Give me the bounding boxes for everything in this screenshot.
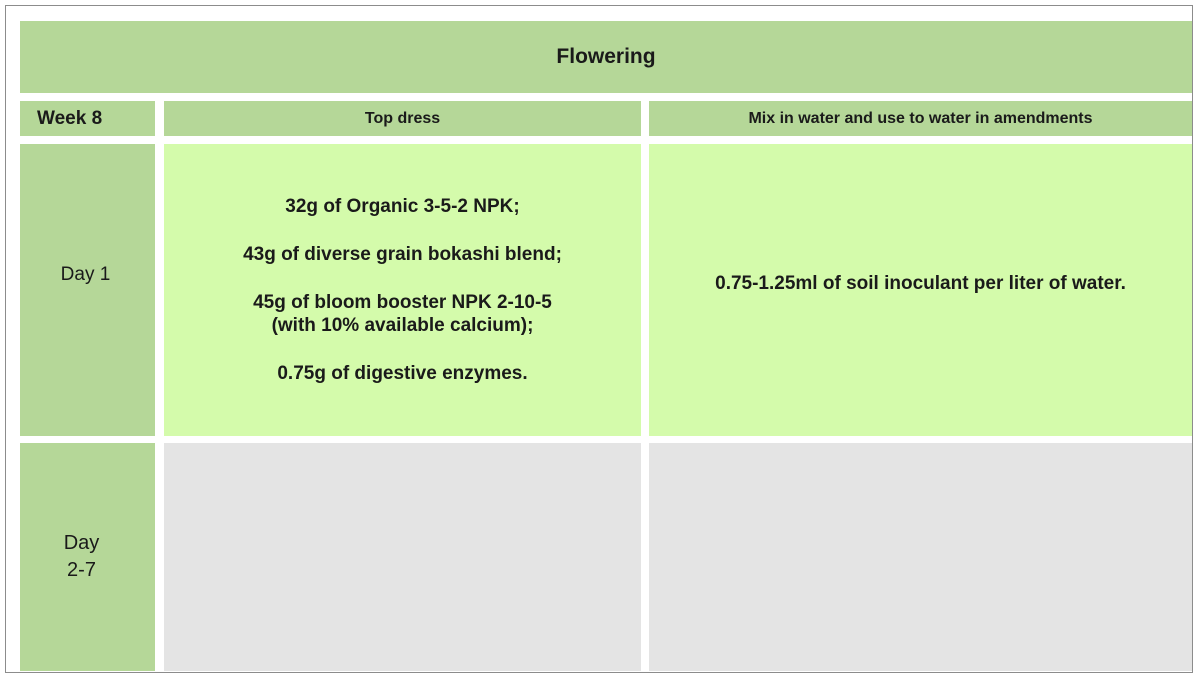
row-label-day-1-text: Day 1 <box>60 264 111 285</box>
top-dress-day-2-7 <box>164 443 641 671</box>
week-label: Week 8 <box>37 107 103 129</box>
mix-water-day-1-text: 0.75-1.25ml of soil inoculant per liter … <box>715 273 1126 294</box>
top-dress-item: 45g of bloom booster NPK 2-10-5 <box>253 292 552 313</box>
row-label-day-2-7: Day 2-7 <box>20 443 155 671</box>
table-title-text: Flowering <box>556 45 656 68</box>
row-label-day-1: Day 1 <box>20 144 155 436</box>
mix-water-day-1: 0.75-1.25ml of soil inoculant per liter … <box>649 144 1192 436</box>
column-header-mix-water: Mix in water and use to water in amendme… <box>649 101 1192 136</box>
column-header-mix-water-text: Mix in water and use to water in amendme… <box>748 109 1093 127</box>
top-dress-day-1: 32g of Organic 3-5-2 NPK; 43g of diverse… <box>164 144 641 436</box>
column-header-top-dress-text: Top dress <box>364 109 441 127</box>
top-dress-item: 32g of Organic 3-5-2 NPK; <box>285 196 520 217</box>
week-label-cell: Week 8 <box>20 101 155 136</box>
top-dress-item-continuation: (with 10% available calcium); <box>271 315 534 336</box>
table-title: Flowering <box>20 21 1192 93</box>
column-header-top-dress: Top dress <box>164 101 641 136</box>
top-dress-item: 43g of diverse grain bokashi blend; <box>243 244 562 265</box>
schedule-table: Flowering Week 8 Top dress Mix in water … <box>5 5 1193 673</box>
mix-water-day-2-7 <box>649 443 1192 671</box>
row-label-day-2-7-line-2: 2-7 <box>67 559 96 581</box>
top-dress-item: 0.75g of digestive enzymes. <box>277 363 528 384</box>
row-label-day-2-7-line-1: Day <box>63 532 100 554</box>
